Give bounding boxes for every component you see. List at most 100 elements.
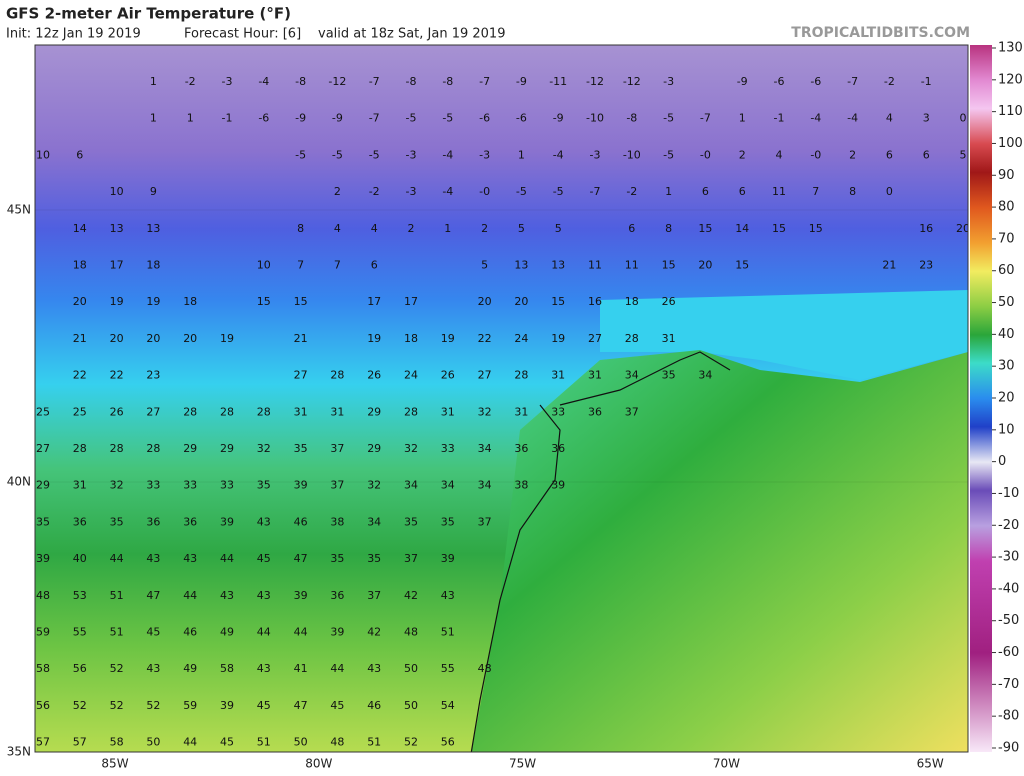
- colorbar-label: -90: [998, 741, 1019, 756]
- station-value: 8: [849, 185, 856, 198]
- map: 1 -2 -3 -4 -8 -12 -7 -8 -8 -7 -9 -11 -12 -12 -3 -9 -6 -6-…: [35, 45, 968, 752]
- station-values: 1 -2 -3 -4 -8 -12 -7 -8 -8 -7 -9 -11 -12 -12 -3 -9 -6 -6-…: [36, 75, 968, 749]
- station-value: 1: [665, 185, 672, 198]
- station-value: 43: [257, 662, 271, 675]
- station-value: 28: [625, 332, 639, 345]
- station-value: 48: [404, 626, 418, 639]
- station-value: 19: [441, 332, 455, 345]
- longitude-label: 65W: [917, 757, 944, 771]
- station-value: 13: [514, 259, 528, 272]
- station-value: 33: [441, 442, 455, 455]
- station-value: 22: [73, 369, 87, 382]
- station-value: 52: [404, 736, 418, 749]
- station-value: -2: [369, 185, 380, 198]
- station-value: 44: [294, 626, 308, 639]
- station-value: 48: [36, 589, 50, 602]
- station-value: 36: [514, 442, 528, 455]
- station-value: 45: [257, 552, 271, 565]
- station-value: 29: [367, 442, 381, 455]
- colorbar-label: -20: [998, 518, 1019, 533]
- station-value: 4: [886, 112, 893, 125]
- colorbar-label: 30: [998, 359, 1015, 374]
- colorbar-label: -70: [998, 677, 1019, 692]
- station-value: 20: [110, 332, 124, 345]
- station-value: 49: [220, 626, 234, 639]
- station-value: -9: [295, 112, 306, 125]
- colorbar-label: 70: [998, 231, 1015, 246]
- station-value: 35: [330, 552, 344, 565]
- cold-ocean: [600, 290, 968, 380]
- station-value: 35: [110, 515, 124, 528]
- station-value: 19: [551, 332, 565, 345]
- station-value: 57: [73, 736, 87, 749]
- station-value: -6: [774, 75, 785, 88]
- station-value: 43: [257, 515, 271, 528]
- station-value: 37: [404, 552, 418, 565]
- station-value: 31: [662, 332, 676, 345]
- station-value: -1: [774, 112, 785, 125]
- station-value: -1: [921, 75, 932, 88]
- station-value: 2: [408, 222, 415, 235]
- station-value: 34: [404, 479, 418, 492]
- station-value: 43: [220, 589, 234, 602]
- station-value: 0: [886, 185, 893, 198]
- station-value: 28: [73, 442, 87, 455]
- station-value: 21: [294, 332, 308, 345]
- station-value: -7: [847, 75, 858, 88]
- station-value: 1: [150, 112, 157, 125]
- station-value: 50: [404, 699, 418, 712]
- station-value: 39: [441, 552, 455, 565]
- station-value: 43: [146, 552, 160, 565]
- station-value: 18: [146, 259, 160, 272]
- station-value: 36: [73, 515, 87, 528]
- station-value: 39: [220, 515, 234, 528]
- station-value: -2: [185, 75, 196, 88]
- station-value: 16: [919, 222, 933, 235]
- station-value: 48: [330, 736, 344, 749]
- station-value: 39: [220, 699, 234, 712]
- station-value: 43: [257, 589, 271, 602]
- station-value: 15: [735, 259, 749, 272]
- station-value: -6: [258, 112, 269, 125]
- station-value: -11: [549, 75, 567, 88]
- station-value: 52: [110, 662, 124, 675]
- station-value: -6: [810, 75, 821, 88]
- station-value: -5: [295, 148, 306, 161]
- longitude-label: 80W: [305, 757, 332, 771]
- station-value: 58: [110, 736, 124, 749]
- station-value: 20: [146, 332, 160, 345]
- map-frame: [34, 44, 969, 753]
- station-value: 39: [294, 589, 308, 602]
- station-value: 28: [110, 442, 124, 455]
- station-value: 34: [478, 442, 492, 455]
- station-value: 1: [739, 112, 746, 125]
- station-value: 4: [371, 222, 378, 235]
- station-value: 15: [698, 222, 712, 235]
- station-value: 18: [183, 295, 197, 308]
- coastline: [559, 351, 731, 406]
- station-value: -6: [516, 112, 527, 125]
- station-value: 56: [36, 699, 50, 712]
- station-value: 23: [919, 259, 933, 272]
- station-value: 6: [628, 222, 635, 235]
- station-value: 56: [73, 662, 87, 675]
- longitude-label: 85W: [101, 757, 128, 771]
- station-value: 47: [294, 699, 308, 712]
- colorbar-label: 100: [998, 136, 1023, 151]
- station-value: -8: [442, 75, 453, 88]
- station-value: 19: [220, 332, 234, 345]
- station-value: 7: [812, 185, 819, 198]
- station-value: 10: [110, 185, 124, 198]
- station-value: 32: [257, 442, 271, 455]
- colorbar-label: 110: [998, 104, 1023, 119]
- station-value: 31: [551, 369, 565, 382]
- station-value: 27: [146, 405, 160, 418]
- station-value: -5: [663, 148, 674, 161]
- station-value: 17: [404, 295, 418, 308]
- station-value: 1: [444, 222, 451, 235]
- station-value: -6: [479, 112, 490, 125]
- station-value: 45: [220, 736, 234, 749]
- station-value: 2: [739, 148, 746, 161]
- station-value: 36: [330, 589, 344, 602]
- colorbar-label: -10: [998, 486, 1019, 501]
